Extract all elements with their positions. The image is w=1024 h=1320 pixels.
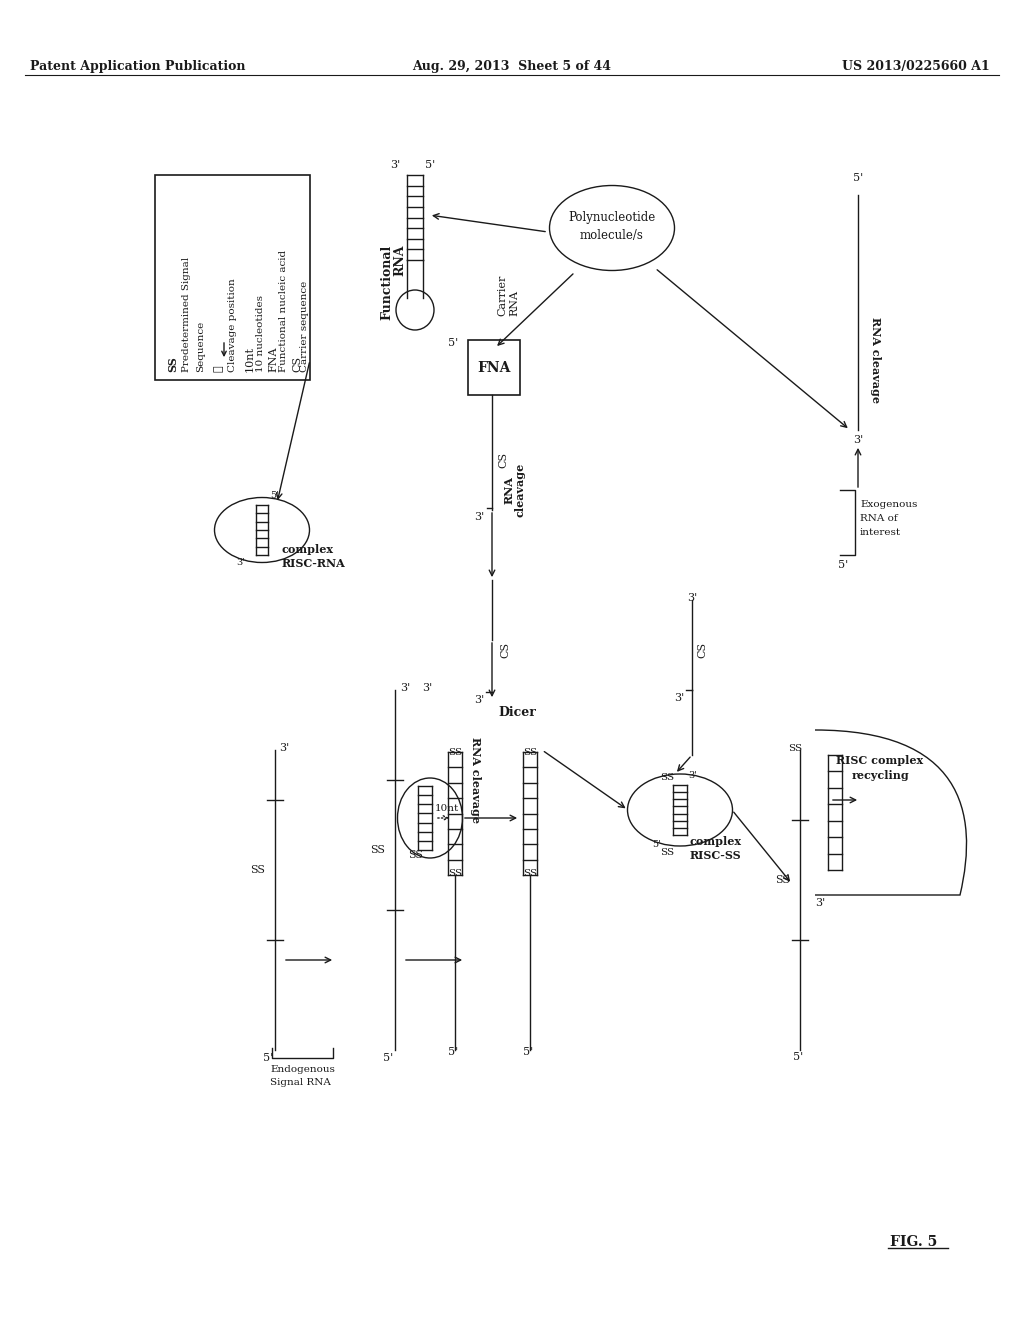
- Text: SS: SS: [449, 748, 462, 756]
- Text: SS: SS: [449, 869, 462, 878]
- Text: 5': 5': [449, 1047, 459, 1057]
- Text: 5': 5': [270, 491, 279, 500]
- Text: RNA cleavage: RNA cleavage: [870, 317, 881, 403]
- Text: FNA: FNA: [477, 360, 511, 375]
- Text: Signal RNA: Signal RNA: [270, 1078, 331, 1086]
- Text: SS: SS: [167, 356, 178, 372]
- Text: RNA cleavage: RNA cleavage: [470, 737, 481, 822]
- Text: recycling: recycling: [851, 770, 909, 781]
- Text: 3': 3': [687, 593, 697, 603]
- Bar: [468, 341, 520, 395]
- Text: 3': 3': [853, 436, 863, 445]
- Text: SS: SS: [408, 850, 423, 861]
- Text: 5': 5': [652, 840, 660, 849]
- Text: SS: SS: [523, 869, 538, 878]
- Text: 3': 3': [236, 558, 245, 568]
- Text: US 2013/0225660 A1: US 2013/0225660 A1: [843, 59, 990, 73]
- Text: 5': 5': [263, 1053, 273, 1063]
- Text: 5': 5': [383, 1053, 393, 1063]
- Text: RNA of: RNA of: [860, 513, 898, 523]
- Text: 5': 5': [793, 1052, 803, 1063]
- Text: ∷: ∷: [214, 366, 224, 372]
- Text: Functional nucleic acid: Functional nucleic acid: [279, 249, 288, 372]
- Text: Polynucleotide: Polynucleotide: [568, 211, 655, 224]
- Text: Carrier: Carrier: [497, 275, 507, 315]
- Text: RNA: RNA: [509, 290, 519, 315]
- Text: cleavage: cleavage: [514, 463, 525, 517]
- Text: 10nt: 10nt: [245, 346, 255, 372]
- Text: CS: CS: [697, 642, 707, 659]
- Text: Cleavage position: Cleavage position: [228, 279, 237, 372]
- Text: 5': 5': [838, 560, 848, 570]
- Text: 5': 5': [425, 160, 435, 170]
- Text: Dicer: Dicer: [498, 706, 536, 719]
- Text: Endogenous: Endogenous: [270, 1065, 335, 1074]
- Text: 5': 5': [523, 1047, 534, 1057]
- Text: 3': 3': [474, 512, 484, 521]
- Text: CS: CS: [292, 356, 302, 372]
- Text: CS: CS: [500, 642, 510, 659]
- Text: 3': 3': [688, 771, 697, 780]
- Text: Exogenous: Exogenous: [860, 500, 918, 510]
- Text: 3': 3': [279, 743, 289, 752]
- Text: RISC-SS: RISC-SS: [690, 850, 741, 861]
- Text: Functional: Functional: [380, 246, 393, 321]
- Text: 3': 3': [674, 693, 684, 704]
- Text: FIG. 5: FIG. 5: [890, 1236, 937, 1249]
- Text: 3': 3': [815, 898, 825, 908]
- Text: 3': 3': [390, 160, 400, 170]
- Bar: [155, 176, 310, 380]
- Text: SS: SS: [660, 774, 674, 781]
- Text: 10nt: 10nt: [435, 804, 459, 813]
- Text: 3': 3': [474, 696, 484, 705]
- Text: complex: complex: [282, 544, 334, 554]
- Text: SS: SS: [250, 865, 265, 875]
- Text: SS: SS: [775, 875, 790, 884]
- Text: RNA: RNA: [504, 477, 515, 504]
- Text: Predetermined Signal: Predetermined Signal: [182, 257, 191, 372]
- Text: RNA: RNA: [393, 246, 406, 276]
- Text: 3': 3': [422, 682, 432, 693]
- Text: SS: SS: [370, 845, 385, 855]
- Text: RISC-RNA: RISC-RNA: [282, 558, 346, 569]
- Text: RISC complex: RISC complex: [837, 755, 924, 766]
- Text: 3': 3': [400, 682, 411, 693]
- Text: SS: SS: [788, 744, 802, 752]
- Text: Patent Application Publication: Patent Application Publication: [30, 59, 246, 73]
- Text: interest: interest: [860, 528, 901, 537]
- Text: 5': 5': [853, 173, 863, 183]
- Text: 10 nucleotides: 10 nucleotides: [256, 294, 265, 372]
- Text: Sequence: Sequence: [196, 321, 205, 372]
- Text: molecule/s: molecule/s: [580, 230, 644, 243]
- Text: CS: CS: [498, 451, 508, 469]
- Text: complex: complex: [690, 836, 742, 847]
- Text: SS: SS: [523, 748, 538, 756]
- Text: FNA: FNA: [268, 346, 278, 372]
- Text: 5': 5': [449, 338, 459, 348]
- Text: Carrier sequence: Carrier sequence: [300, 281, 309, 372]
- Text: Aug. 29, 2013  Sheet 5 of 44: Aug. 29, 2013 Sheet 5 of 44: [413, 59, 611, 73]
- Text: SS: SS: [660, 847, 674, 857]
